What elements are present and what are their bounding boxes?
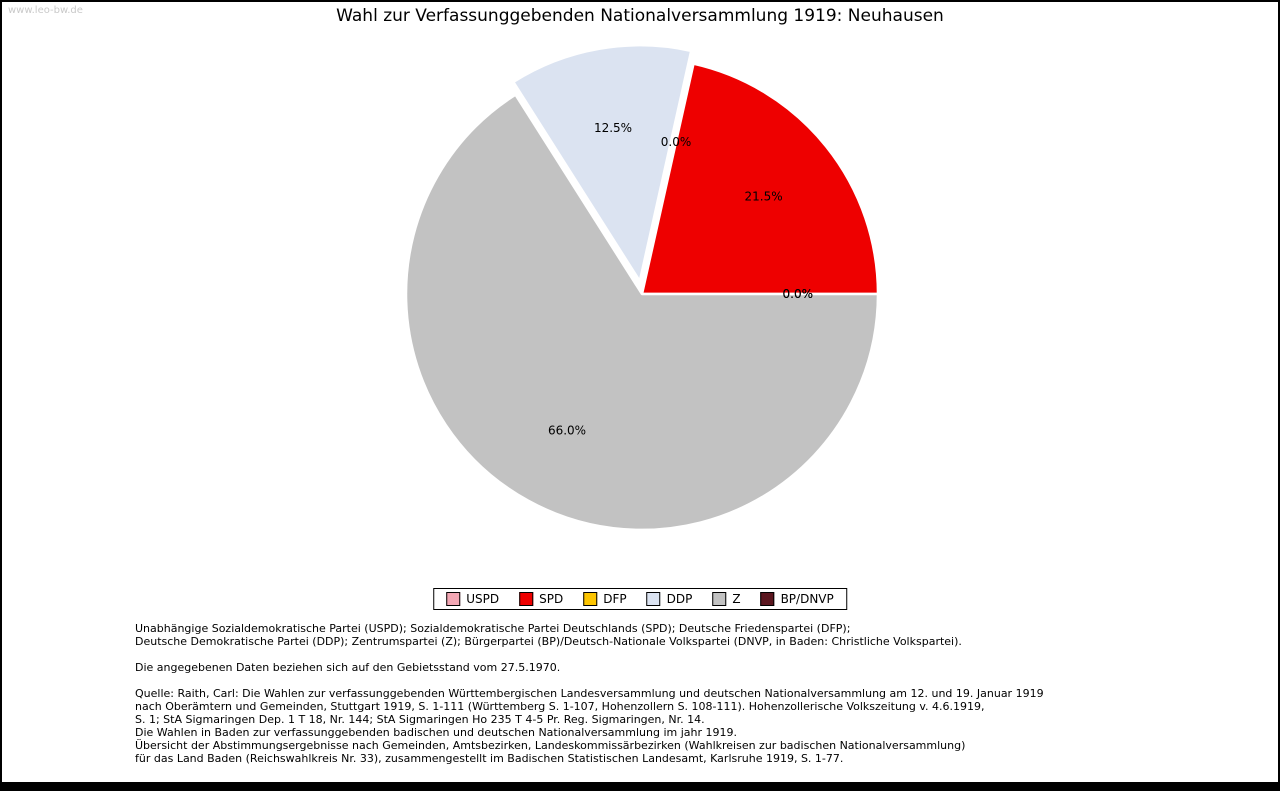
pie-label-z: 66.0% bbox=[548, 424, 586, 438]
legend-item-uspd: USPD bbox=[446, 592, 499, 606]
legend-item-dfp: DFP bbox=[583, 592, 627, 606]
watermark: www.leo-bw.de bbox=[8, 5, 83, 16]
footnotes: Unabhängige Sozialdemokratische Partei (… bbox=[135, 622, 1238, 778]
footnote-source: Quelle: Raith, Carl: Die Wahlen zur verf… bbox=[135, 687, 1044, 765]
legend-swatch-dfp bbox=[583, 592, 598, 606]
pie-label-ddp: 12.5% bbox=[594, 121, 632, 135]
legend-swatch-bp-dnvp bbox=[760, 592, 775, 606]
pie-slice-z bbox=[404, 93, 880, 532]
pie-slice-ddp bbox=[512, 43, 693, 283]
pie-slice-spd bbox=[640, 62, 880, 296]
pie-label-bp-dnvp: 0.0% bbox=[783, 287, 814, 301]
legend-item-bp-dnvp: BP/DNVP bbox=[760, 592, 834, 606]
legend-label: DFP bbox=[603, 592, 627, 606]
legend-item-spd: SPD bbox=[519, 592, 563, 606]
legend-item-z: Z bbox=[712, 592, 741, 606]
legend-label: USPD bbox=[466, 592, 500, 606]
legend-label: BP/DNVP bbox=[780, 592, 834, 606]
pie-chart: 0.0%21.5%0.0%12.5%66.0%0.0% bbox=[404, 43, 880, 532]
footnote-data-note: Die angegebenen Daten beziehen sich auf … bbox=[135, 661, 561, 674]
legend-label: DDP bbox=[666, 592, 693, 606]
legend-label: Z bbox=[732, 592, 741, 606]
pie-label-spd: 21.5% bbox=[745, 190, 783, 204]
chart-title: Wahl zur Verfassunggebenden Nationalvers… bbox=[336, 6, 944, 26]
legend-swatch-ddp bbox=[646, 592, 661, 606]
legend-swatch-spd bbox=[519, 592, 534, 606]
legend-item-ddp: DDP bbox=[646, 592, 693, 606]
legend-swatch-uspd bbox=[446, 592, 461, 606]
legend-swatch-z bbox=[712, 592, 727, 606]
pie-label-uspd: 0.0% bbox=[783, 287, 814, 301]
footnote-party-names: Unabhängige Sozialdemokratische Partei (… bbox=[135, 622, 962, 648]
pie-label-dfp: 0.0% bbox=[661, 135, 692, 149]
legend-label: SPD bbox=[539, 592, 564, 606]
legend: USPD SPD DFP DDP Z BP/DNVP bbox=[433, 588, 847, 610]
